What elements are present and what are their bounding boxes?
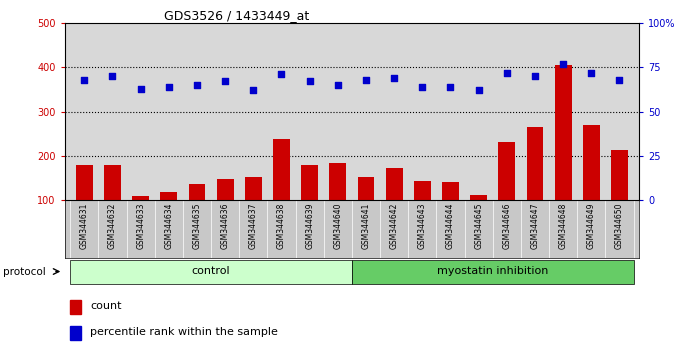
Point — [79, 77, 90, 82]
Point — [445, 84, 456, 90]
Text: GSM344639: GSM344639 — [305, 203, 314, 250]
Text: GSM344643: GSM344643 — [418, 203, 427, 250]
Title: GDS3526 / 1433449_at: GDS3526 / 1433449_at — [165, 9, 309, 22]
Point — [586, 70, 597, 75]
Text: GSM344633: GSM344633 — [136, 203, 145, 250]
Point — [614, 77, 625, 82]
Point — [276, 72, 287, 77]
Point — [333, 82, 343, 88]
Bar — [352, 260, 634, 284]
Bar — [526, 127, 543, 244]
Text: GSM344631: GSM344631 — [80, 203, 89, 249]
Bar — [104, 165, 121, 244]
Point — [107, 73, 118, 79]
Text: GSM344649: GSM344649 — [587, 203, 596, 250]
Text: protocol: protocol — [3, 267, 46, 276]
Point — [248, 87, 259, 93]
Bar — [470, 195, 487, 244]
Point — [163, 84, 174, 90]
Bar — [273, 139, 290, 244]
Bar — [611, 150, 628, 244]
Bar — [188, 184, 205, 244]
Point — [135, 86, 146, 91]
Bar — [70, 260, 352, 284]
Text: GSM344638: GSM344638 — [277, 203, 286, 249]
Bar — [132, 196, 149, 244]
Point — [192, 82, 203, 88]
Bar — [76, 166, 92, 244]
Bar — [498, 142, 515, 244]
Bar — [301, 166, 318, 244]
Text: GSM344634: GSM344634 — [165, 203, 173, 250]
Bar — [70, 326, 81, 340]
Text: GSM344647: GSM344647 — [530, 203, 539, 250]
Bar — [245, 177, 262, 244]
Text: GSM344644: GSM344644 — [446, 203, 455, 250]
Bar — [414, 181, 430, 244]
Text: percentile rank within the sample: percentile rank within the sample — [90, 327, 278, 337]
Bar — [160, 192, 177, 244]
Bar — [329, 163, 346, 244]
Point — [417, 84, 428, 90]
Point — [360, 77, 371, 82]
Text: GSM344646: GSM344646 — [503, 203, 511, 250]
Point — [501, 70, 512, 75]
Text: GSM344650: GSM344650 — [615, 203, 624, 250]
Point — [473, 87, 484, 93]
Text: GSM344632: GSM344632 — [108, 203, 117, 249]
Point — [220, 79, 231, 84]
Bar — [358, 177, 375, 244]
Bar — [442, 182, 459, 244]
Text: GSM344645: GSM344645 — [474, 203, 483, 250]
Point — [530, 73, 541, 79]
Point — [558, 61, 568, 67]
Text: GSM344640: GSM344640 — [333, 203, 342, 250]
Text: GSM344636: GSM344636 — [220, 203, 230, 250]
Text: GSM344648: GSM344648 — [559, 203, 568, 249]
Text: GSM344637: GSM344637 — [249, 203, 258, 250]
Point — [389, 75, 400, 81]
Point — [304, 79, 315, 84]
Text: control: control — [192, 266, 231, 276]
Bar — [217, 179, 234, 244]
Text: GSM344642: GSM344642 — [390, 203, 398, 249]
Bar — [555, 65, 572, 244]
Bar — [386, 168, 403, 244]
Bar — [70, 300, 81, 314]
Bar — [583, 125, 600, 244]
Text: GSM344641: GSM344641 — [362, 203, 371, 249]
Text: GSM344635: GSM344635 — [192, 203, 201, 250]
Text: count: count — [90, 301, 122, 311]
Text: myostatin inhibition: myostatin inhibition — [437, 266, 549, 276]
